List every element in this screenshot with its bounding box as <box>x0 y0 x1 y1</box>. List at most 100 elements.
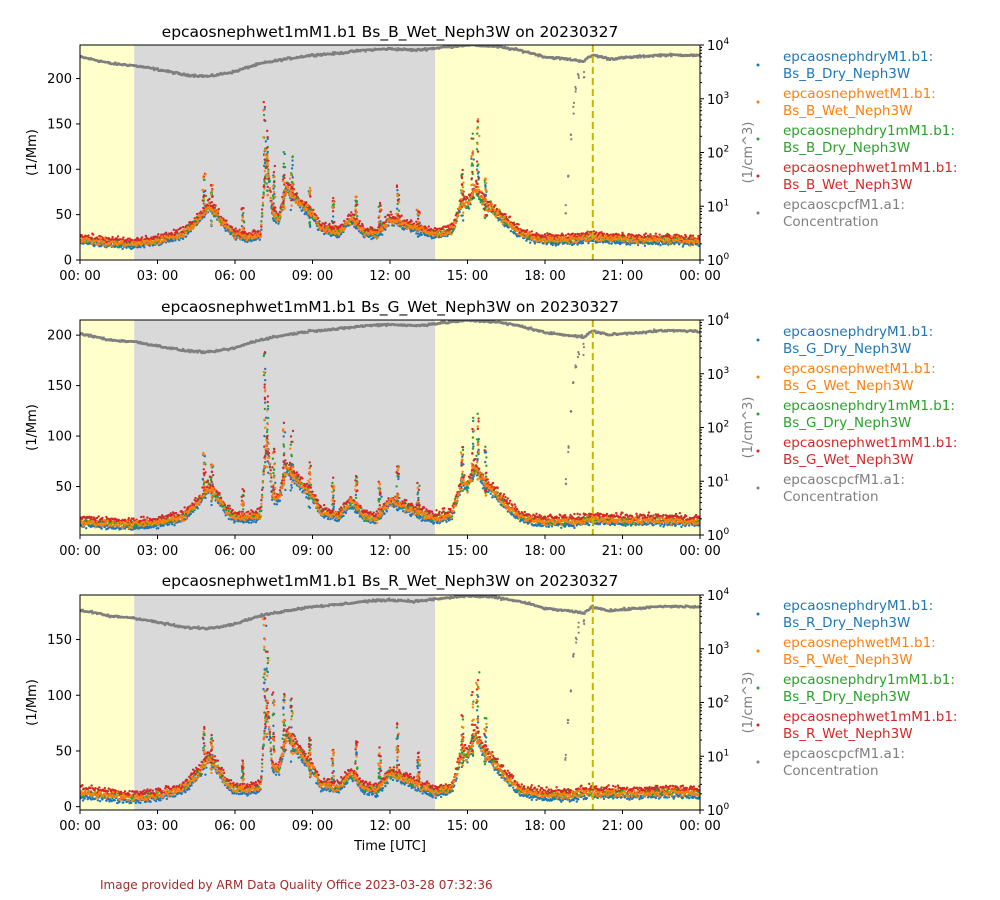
data-point <box>91 242 94 245</box>
data-point <box>123 245 127 248</box>
data-point <box>250 240 253 243</box>
data-point <box>173 233 176 236</box>
data-point <box>511 224 514 227</box>
data-point <box>213 206 217 210</box>
data-point <box>397 223 400 227</box>
data-point <box>461 168 464 172</box>
data-point <box>600 235 603 239</box>
data-point <box>267 170 270 173</box>
data-point <box>350 211 353 214</box>
cpc-point <box>572 101 576 104</box>
data-point <box>692 242 695 246</box>
cpc-point <box>548 332 552 336</box>
cpc-point <box>341 326 345 329</box>
data-point <box>301 205 304 208</box>
cpc-point <box>537 54 540 58</box>
data-point <box>258 231 261 234</box>
cpc-point <box>582 70 586 74</box>
data-point <box>476 150 480 153</box>
data-point <box>274 210 278 213</box>
data-point <box>461 201 465 204</box>
data-point <box>111 235 114 239</box>
data-point <box>375 234 379 237</box>
data-point <box>507 220 510 224</box>
cpc-point <box>152 66 155 70</box>
data-point <box>240 219 244 222</box>
data-point <box>263 118 266 122</box>
data-point <box>291 187 294 190</box>
data-point <box>227 226 230 230</box>
data-point <box>415 220 418 223</box>
data-point <box>495 208 499 211</box>
data-point <box>687 237 691 240</box>
cpc-point <box>145 342 149 345</box>
data-point <box>463 205 467 208</box>
data-point <box>453 225 456 229</box>
cpc-point <box>583 76 586 79</box>
data-point <box>474 180 478 183</box>
data-point <box>201 210 204 213</box>
data-point <box>619 236 623 239</box>
cpc-point <box>679 53 682 56</box>
data-point <box>272 204 275 208</box>
data-point <box>102 240 106 244</box>
cpc-point <box>312 55 316 58</box>
data-point <box>288 193 291 196</box>
data-point <box>373 235 376 238</box>
cpc-point <box>504 321 508 325</box>
data-point <box>451 229 454 233</box>
data-point <box>234 227 237 230</box>
data-point <box>291 155 294 159</box>
cpc-point <box>569 133 573 137</box>
data-point <box>83 241 86 244</box>
data-point <box>291 183 294 186</box>
data-point <box>328 222 331 226</box>
data-point <box>356 220 359 224</box>
data-point <box>413 223 416 227</box>
data-point <box>184 231 188 235</box>
cpc-point <box>564 203 567 207</box>
data-point <box>379 228 383 232</box>
data-point <box>296 195 299 199</box>
data-point <box>262 185 265 188</box>
cpc-point <box>331 51 335 54</box>
legend-label: epcaosnephdryM1.b1: <box>783 49 933 65</box>
data-point <box>395 185 399 189</box>
data-point <box>472 158 475 161</box>
data-point <box>159 241 162 245</box>
data-point <box>462 211 465 214</box>
data-point <box>470 178 473 181</box>
data-point <box>626 237 630 240</box>
cpc-point <box>311 53 314 56</box>
data-point <box>272 187 275 190</box>
cpc-point <box>209 74 213 77</box>
data-point <box>272 181 276 184</box>
cpc-point <box>536 53 539 56</box>
data-point <box>488 204 492 207</box>
data-point <box>570 235 574 239</box>
data-point <box>436 235 439 238</box>
data-point <box>205 211 209 214</box>
cpc-point <box>108 61 112 64</box>
data-point <box>636 239 639 242</box>
data-point <box>263 187 266 191</box>
data-point <box>303 209 306 212</box>
cpc-point <box>638 54 641 57</box>
data-point <box>592 230 596 233</box>
data-point <box>477 186 480 189</box>
data-point <box>477 176 481 179</box>
data-point <box>432 234 435 237</box>
cpc-point <box>189 350 192 354</box>
data-point <box>399 225 403 228</box>
data-point <box>266 150 269 154</box>
cpc-point <box>355 48 358 52</box>
data-point <box>298 206 302 209</box>
data-point <box>678 240 682 244</box>
data-point <box>654 232 658 235</box>
data-point <box>463 195 466 198</box>
data-point <box>491 212 495 215</box>
cpc-point <box>119 340 122 343</box>
data-point <box>471 153 475 156</box>
data-point <box>255 236 258 239</box>
data-point <box>243 234 247 237</box>
